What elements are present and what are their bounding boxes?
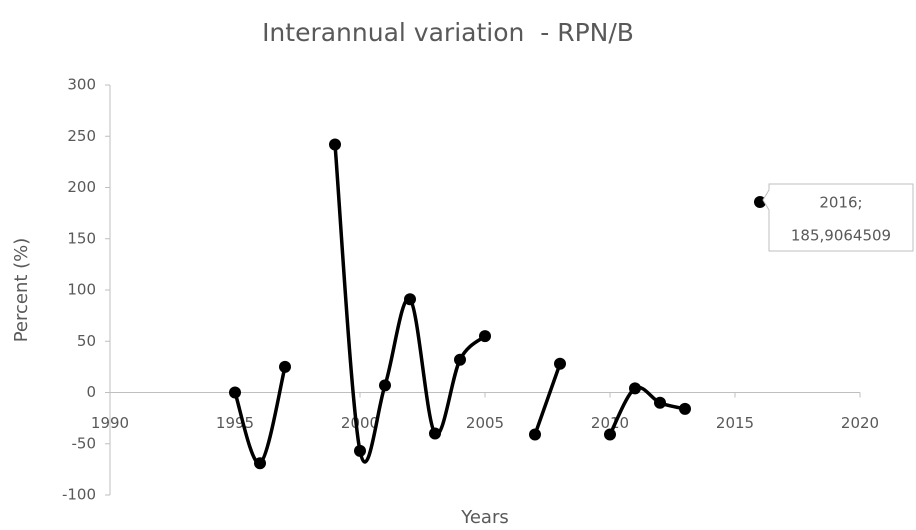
marker (454, 353, 466, 366)
marker (554, 357, 566, 370)
marker (754, 195, 766, 208)
marker (679, 402, 691, 415)
y-tick-label: 300 (67, 76, 96, 94)
marker (429, 427, 441, 440)
x-tick-label: 2005 (466, 414, 504, 432)
marker (379, 379, 391, 392)
marker (329, 138, 341, 151)
y-tick-label: 50 (77, 332, 96, 350)
chart-title: Interannual variation - RPN/B (262, 18, 634, 47)
callout-text: 185,9064509 (791, 226, 891, 244)
marker (254, 457, 266, 470)
y-tick-label: 0 (86, 383, 96, 401)
x-tick-label: 2015 (716, 414, 754, 432)
y-tick-label: -100 (62, 486, 96, 504)
callout-box (762, 183, 914, 252)
marker (654, 396, 666, 409)
x-tick-label: 2010 (591, 414, 629, 432)
x-tick-label: 2020 (841, 414, 879, 432)
marker (354, 444, 366, 457)
marker (279, 360, 291, 373)
marker (229, 386, 241, 399)
marker (529, 428, 541, 441)
y-tick-label: 100 (67, 281, 96, 299)
x-tick-label: 1995 (216, 414, 254, 432)
marker (479, 330, 491, 343)
y-tick-label: -50 (72, 434, 97, 452)
callout-text: 2016; (819, 193, 862, 211)
y-axis-label: Percent (%) (11, 238, 32, 343)
y-tick-label: 200 (67, 178, 96, 196)
marker (629, 382, 641, 395)
x-tick-label: 1990 (91, 414, 129, 432)
y-tick-label: 150 (67, 229, 96, 247)
marker (604, 428, 616, 441)
x-tick-label: 2000 (341, 414, 379, 432)
y-tick-label: 250 (67, 127, 96, 145)
x-axis-label: Years (460, 507, 509, 528)
marker (404, 293, 416, 306)
